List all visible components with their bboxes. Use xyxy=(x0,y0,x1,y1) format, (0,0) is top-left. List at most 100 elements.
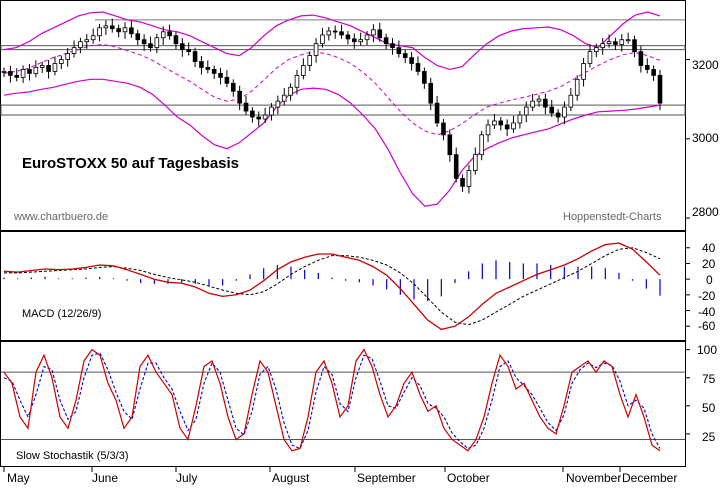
macd-tick-label: 40 xyxy=(702,241,716,255)
price-candle xyxy=(371,29,376,36)
price-candle xyxy=(409,57,414,64)
macd-tick-label: -40 xyxy=(698,305,716,319)
price-candle xyxy=(492,120,497,126)
price-candle xyxy=(479,134,484,156)
price-candle xyxy=(530,100,535,108)
price-candle xyxy=(326,30,332,36)
price-candle xyxy=(351,38,357,43)
price-candle xyxy=(511,122,516,130)
price-candle xyxy=(332,30,338,33)
price-candle xyxy=(517,114,523,124)
price-candle xyxy=(122,27,128,33)
macd-tick-label: 0 xyxy=(706,273,713,287)
price-candle xyxy=(396,47,402,54)
price-candle xyxy=(90,35,96,41)
macd-panel-frame xyxy=(0,231,686,341)
stochastic-label: Slow Stochastik (5/3/3) xyxy=(16,450,129,462)
macd-signal-line xyxy=(4,247,661,326)
price-candle xyxy=(390,43,395,49)
price-candle xyxy=(173,35,179,45)
price-candle xyxy=(651,69,656,76)
price-candle xyxy=(307,55,313,66)
price-candle xyxy=(402,53,408,58)
chart-marks xyxy=(0,11,690,472)
price-candle xyxy=(103,25,109,29)
price-candle xyxy=(549,106,555,114)
price-candle xyxy=(211,69,217,74)
month-label: June xyxy=(92,471,118,485)
price-candle xyxy=(8,71,13,76)
stochastic-tick-label: 75 xyxy=(702,372,716,386)
macd-tick-label: 20 xyxy=(702,257,716,271)
price-candle xyxy=(632,39,637,53)
price-candle xyxy=(224,76,230,84)
price-candle xyxy=(320,34,325,45)
price-candle xyxy=(447,134,453,156)
price-candle xyxy=(135,33,141,41)
price-candle xyxy=(59,59,64,64)
price-candle xyxy=(562,106,567,118)
resistance-zone xyxy=(0,45,686,51)
month-label: September xyxy=(357,471,416,485)
price-candle xyxy=(301,65,306,76)
watermark-left: www.chartbuero.de xyxy=(13,211,108,223)
price-candle xyxy=(97,27,102,37)
stochastic-tick-label: 100 xyxy=(697,343,717,357)
price-candle xyxy=(600,43,605,49)
price-candle xyxy=(466,170,472,187)
price-candle xyxy=(141,39,147,45)
price-candle xyxy=(33,67,39,74)
macd-tick-label: -20 xyxy=(698,289,716,303)
price-candle xyxy=(148,43,153,49)
price-candle xyxy=(613,41,618,45)
price-candle xyxy=(555,112,561,118)
price-candle xyxy=(422,71,427,84)
price-candle xyxy=(186,49,191,53)
price-candle xyxy=(453,154,459,179)
price-tick-label: 2800 xyxy=(692,205,719,219)
price-candle xyxy=(543,98,548,108)
month-label: July xyxy=(176,471,197,485)
price-candle xyxy=(536,98,542,102)
price-candle xyxy=(71,47,77,54)
price-candle xyxy=(383,37,389,45)
price-candle xyxy=(1,71,7,73)
price-candle xyxy=(606,41,612,45)
price-candle xyxy=(581,63,586,80)
price-candle xyxy=(275,100,281,108)
moving-average-line xyxy=(3,43,661,136)
price-candle xyxy=(160,31,166,39)
price-candle xyxy=(568,94,574,108)
price-tick-label: 3000 xyxy=(692,131,719,145)
price-candle xyxy=(109,25,115,30)
price-tick-label: 3200 xyxy=(692,58,719,72)
month-label: November xyxy=(566,471,621,485)
price-candle xyxy=(281,94,287,102)
price-candle xyxy=(46,65,51,72)
price-candle xyxy=(230,82,236,92)
price-candle xyxy=(78,41,83,49)
price-candle xyxy=(65,53,70,60)
price-candle xyxy=(428,82,434,104)
stochastic-panel-frame xyxy=(0,341,686,467)
price-candle xyxy=(587,51,593,64)
price-candle xyxy=(313,43,319,56)
price-candle xyxy=(39,65,45,68)
chart-title: EuroSTOXX 50 auf Tagesbasis xyxy=(22,155,239,172)
price-candle xyxy=(358,39,363,43)
price-candle xyxy=(473,154,478,171)
month-label: May xyxy=(7,471,30,485)
price-candle xyxy=(154,37,160,49)
price-candle xyxy=(205,67,211,70)
price-candle xyxy=(485,124,491,136)
bollinger-lower-line xyxy=(3,78,661,207)
month-label: August xyxy=(272,471,310,485)
stochastic-d-line xyxy=(3,352,661,450)
month-label: December xyxy=(622,471,677,485)
price-candle xyxy=(27,69,32,74)
price-candle xyxy=(644,65,650,70)
price-candle xyxy=(218,73,223,78)
price-candle xyxy=(364,34,370,41)
price-candle xyxy=(498,120,504,126)
